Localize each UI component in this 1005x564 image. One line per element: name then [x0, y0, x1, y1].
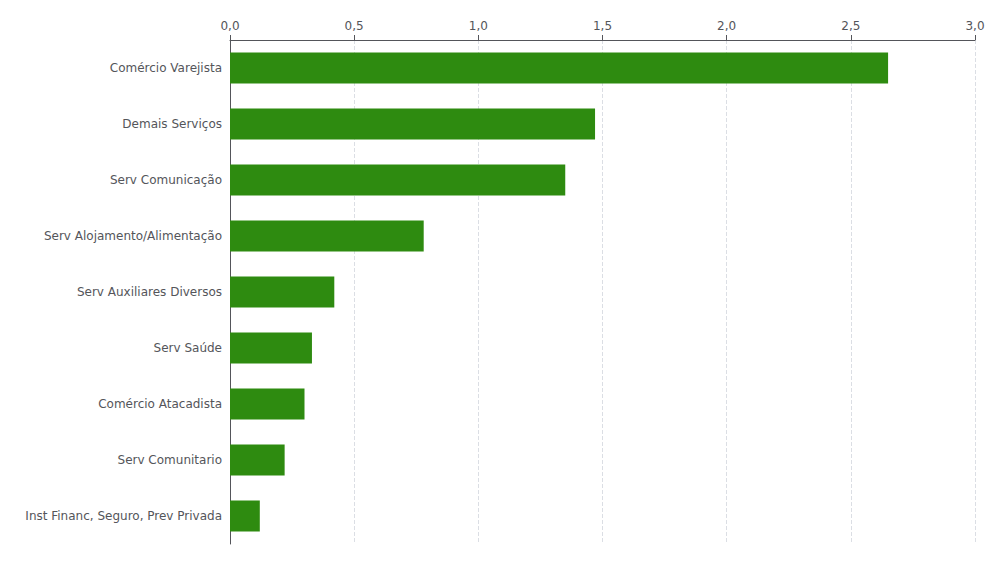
svg-text:Comércio Atacadista: Comércio Atacadista [98, 397, 222, 411]
svg-text:Serv Alojamento/Alimentação: Serv Alojamento/Alimentação [44, 229, 222, 243]
svg-text:0,0: 0,0 [220, 19, 239, 33]
svg-text:Demais Serviços: Demais Serviços [122, 117, 222, 131]
svg-text:Serv Auxiliares Diversos: Serv Auxiliares Diversos [77, 285, 222, 299]
svg-text:Serv Comunicação: Serv Comunicação [110, 173, 222, 187]
svg-text:2,0: 2,0 [717, 19, 736, 33]
svg-text:Comércio Varejista: Comércio Varejista [110, 61, 222, 75]
svg-text:1,0: 1,0 [469, 19, 488, 33]
svg-text:Serv Saúde: Serv Saúde [154, 341, 222, 355]
svg-text:1,5: 1,5 [593, 19, 612, 33]
svg-text:2,5: 2,5 [841, 19, 860, 33]
svg-text:0,5: 0,5 [345, 19, 364, 33]
svg-text:Serv Comunitario: Serv Comunitario [118, 453, 222, 467]
svg-text:Inst Financ, Seguro, Prev Priv: Inst Financ, Seguro, Prev Privada [25, 509, 222, 523]
svg-text:3,0: 3,0 [965, 19, 984, 33]
